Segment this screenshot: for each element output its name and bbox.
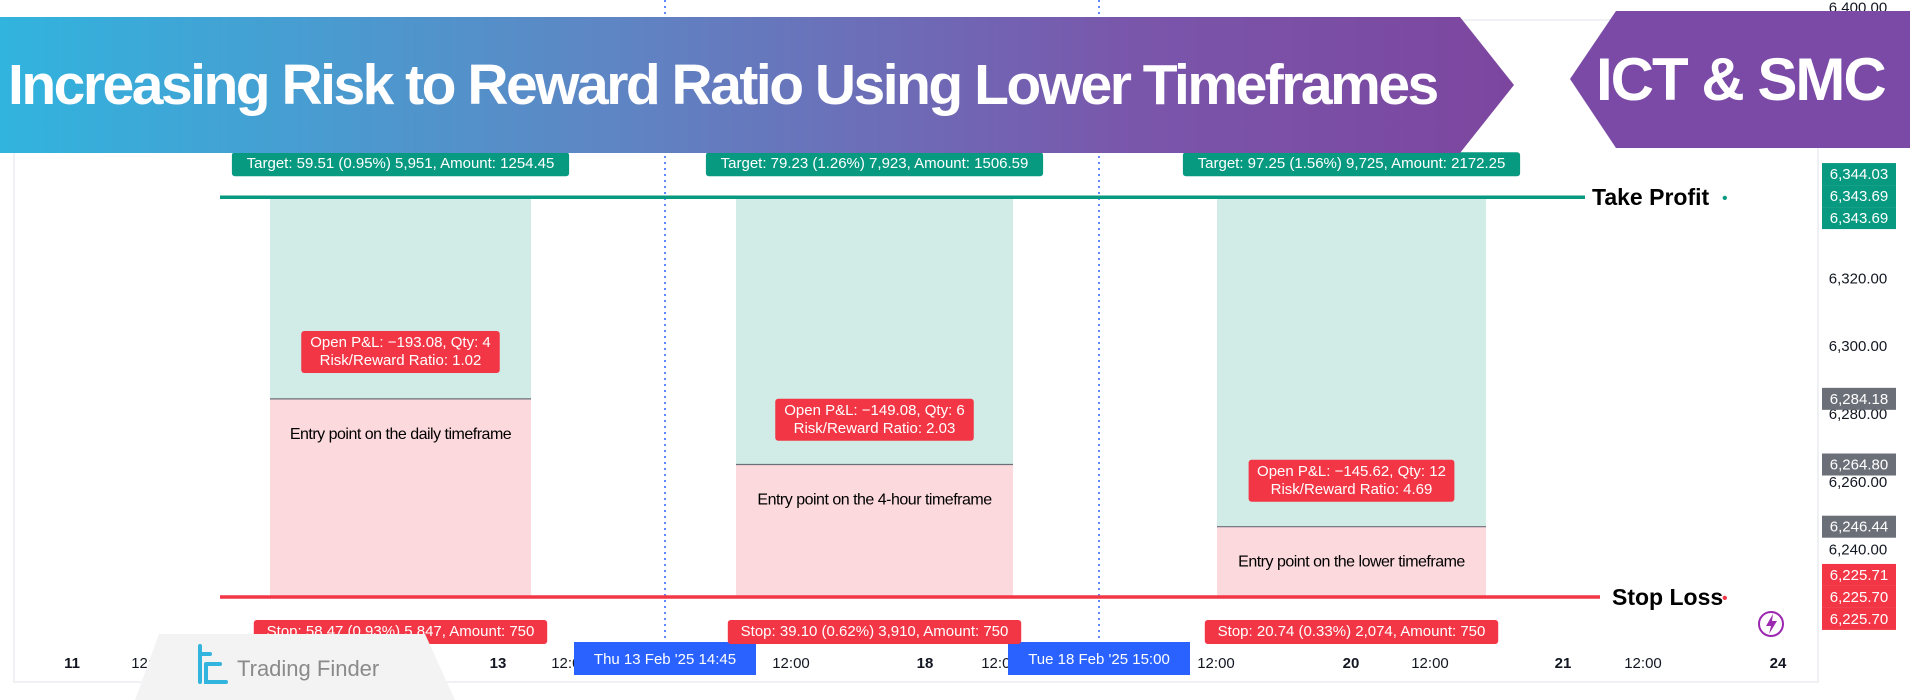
price-axis-label: 6,344.03 <box>1830 166 1888 183</box>
loss-zone <box>1217 526 1486 597</box>
crosshair-date-box <box>1008 642 1190 675</box>
loss-zone <box>736 464 1013 597</box>
title-banner <box>0 17 1514 153</box>
crosshair-date-box <box>574 642 756 675</box>
pnl-label-text: Open P&L: −149.08, Qty: 6 <box>784 402 965 419</box>
price-axis-label: 6,343.69 <box>1830 188 1888 205</box>
stop-loss-label: Stop Loss <box>1612 584 1723 610</box>
pnl-label-box <box>301 331 500 374</box>
take-profit-label: Take Profit <box>1592 184 1709 210</box>
y-tick-label: 6,240.00 <box>1829 542 1887 559</box>
price-axis-label-box <box>1822 563 1896 586</box>
target-label-box <box>231 152 570 177</box>
loss-zone <box>270 398 531 597</box>
banner-title: Increasing Risk to Reward Ratio Using Lo… <box>8 53 1439 117</box>
target-label-box <box>705 152 1044 177</box>
stop-loss-marker: • <box>1722 590 1728 607</box>
pnl-label-text: Risk/Reward Ratio: 2.03 <box>794 420 956 437</box>
price-axis-label: 6,284.18 <box>1830 391 1888 408</box>
x-tick-label: 24 <box>1770 655 1787 672</box>
stop-label-box <box>727 619 1022 644</box>
x-tick-label: 13 <box>490 655 507 672</box>
price-axis-label-box <box>1822 515 1896 538</box>
lightning-icon-bolt <box>1766 614 1777 634</box>
price-axis-label: 6,264.80 <box>1830 457 1888 474</box>
x-tick-label: 21 <box>1555 655 1572 672</box>
x-tick-label: 11 <box>64 655 80 672</box>
price-axis-label-box <box>1822 207 1896 230</box>
crosshair-date-label: Tue 18 Feb '25 15:00 <box>1028 651 1170 668</box>
target-label-text: Target: 59.51 (0.95%) 5,951, Amount: 125… <box>247 155 555 172</box>
price-axis-label: 6,225.70 <box>1830 611 1888 628</box>
x-tick-label: 12:00 <box>772 655 810 672</box>
price-axis-label-box <box>1822 453 1896 476</box>
pnl-label-box <box>775 398 974 441</box>
price-axis-label: 6,225.70 <box>1830 589 1888 606</box>
lightning-icon <box>1758 611 1784 637</box>
y-tick-label: 6,260.00 <box>1829 474 1887 491</box>
y-tick-label: 6,300.00 <box>1829 338 1887 355</box>
price-axis-label-box <box>1822 163 1896 186</box>
pnl-label-text: Open P&L: −145.62, Qty: 12 <box>1257 463 1446 480</box>
x-tick-label: 20 <box>1343 655 1360 672</box>
logo-panel <box>135 634 455 700</box>
pnl-label-box <box>1248 459 1455 502</box>
entry-note: Entry point on the daily timeframe <box>290 426 512 443</box>
x-tick-label: 12:00 <box>1624 655 1662 672</box>
pnl-label-text: Open P&L: −193.08, Qty: 4 <box>310 334 491 351</box>
crosshair-date-label: Thu 13 Feb '25 14:45 <box>594 651 736 668</box>
price-axis-label: 6,343.69 <box>1830 210 1888 227</box>
stop-label-text: Stop: 20.74 (0.33%) 2,074, Amount: 750 <box>1218 623 1486 640</box>
pnl-label-text: Risk/Reward Ratio: 4.69 <box>1271 481 1433 498</box>
category-badge-label: ICT & SMC <box>1596 46 1887 113</box>
logo-text: Trading Finder <box>237 656 380 681</box>
target-label-text: Target: 97.25 (1.56%) 9,725, Amount: 217… <box>1198 155 1506 172</box>
price-axis-label-box <box>1822 607 1896 630</box>
trading-finder-logo-icon <box>198 644 228 684</box>
pnl-label-text: Risk/Reward Ratio: 1.02 <box>320 352 482 369</box>
x-tick-label: 12:00 <box>1197 655 1235 672</box>
entry-note: Entry point on the 4-hour timeframe <box>757 492 992 509</box>
price-axis-label: 6,225.71 <box>1830 567 1888 584</box>
take-profit-marker: • <box>1722 190 1728 207</box>
price-axis-label: 6,246.44 <box>1830 519 1888 536</box>
price-axis-label-box <box>1822 387 1896 410</box>
y-tick-label: 6,280.00 <box>1829 406 1887 423</box>
target-label-text: Target: 79.23 (1.26%) 7,923, Amount: 150… <box>721 155 1029 172</box>
x-tick-label: 12:00 <box>1411 655 1449 672</box>
category-badge <box>1570 11 1910 148</box>
target-label-box <box>1182 152 1521 177</box>
stop-label-text: Stop: 39.10 (0.62%) 3,910, Amount: 750 <box>741 623 1009 640</box>
price-axis-label-box <box>1822 585 1896 608</box>
y-tick-label: 6,320.00 <box>1829 270 1887 287</box>
x-tick-label: 18 <box>917 655 934 672</box>
stop-label-box <box>1204 619 1499 644</box>
price-axis-label-box <box>1822 185 1896 208</box>
entry-note: Entry point on the lower timeframe <box>1238 554 1465 571</box>
